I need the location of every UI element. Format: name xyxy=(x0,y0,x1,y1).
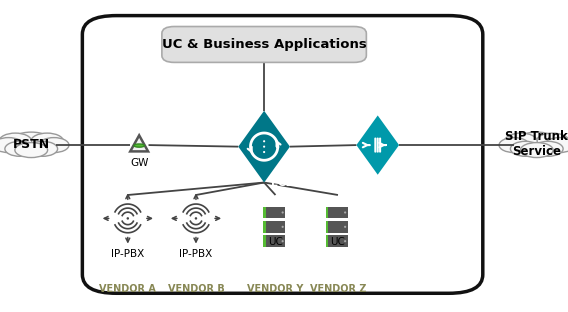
Ellipse shape xyxy=(263,146,265,148)
Text: ECB: ECB xyxy=(270,178,293,188)
FancyBboxPatch shape xyxy=(264,235,266,247)
Text: GW: GW xyxy=(130,158,148,168)
Polygon shape xyxy=(356,115,399,175)
Ellipse shape xyxy=(263,151,265,153)
Ellipse shape xyxy=(263,140,265,142)
Polygon shape xyxy=(239,111,290,183)
Text: VENDOR B: VENDOR B xyxy=(168,284,224,294)
Ellipse shape xyxy=(344,226,346,228)
FancyBboxPatch shape xyxy=(264,221,266,233)
Ellipse shape xyxy=(15,143,48,158)
Text: E-SBC: E-SBC xyxy=(382,171,414,181)
FancyBboxPatch shape xyxy=(326,235,328,247)
FancyBboxPatch shape xyxy=(328,207,348,218)
Ellipse shape xyxy=(499,138,529,153)
FancyBboxPatch shape xyxy=(82,16,483,293)
Ellipse shape xyxy=(0,133,32,149)
FancyBboxPatch shape xyxy=(377,137,379,153)
Text: SIP Trunk
Service: SIP Trunk Service xyxy=(506,130,568,158)
Ellipse shape xyxy=(344,212,346,213)
Text: UC: UC xyxy=(331,237,345,247)
Text: VENDOR Z: VENDOR Z xyxy=(310,284,366,294)
Ellipse shape xyxy=(28,141,57,156)
Ellipse shape xyxy=(504,133,537,149)
Ellipse shape xyxy=(5,141,35,156)
FancyBboxPatch shape xyxy=(328,221,348,233)
FancyBboxPatch shape xyxy=(374,137,377,153)
Text: VENDOR Y: VENDOR Y xyxy=(247,284,304,294)
FancyBboxPatch shape xyxy=(328,235,348,247)
Ellipse shape xyxy=(31,133,64,149)
Ellipse shape xyxy=(39,138,69,153)
Ellipse shape xyxy=(344,240,346,242)
Ellipse shape xyxy=(282,226,284,228)
FancyBboxPatch shape xyxy=(266,221,285,233)
Ellipse shape xyxy=(545,138,568,153)
Ellipse shape xyxy=(511,141,540,156)
Ellipse shape xyxy=(515,132,558,153)
Ellipse shape xyxy=(134,144,144,147)
Ellipse shape xyxy=(127,217,129,220)
FancyBboxPatch shape xyxy=(266,207,285,218)
Text: UC: UC xyxy=(268,237,283,247)
FancyBboxPatch shape xyxy=(162,27,366,62)
FancyBboxPatch shape xyxy=(326,207,328,218)
Ellipse shape xyxy=(282,240,284,242)
Text: VENDOR A: VENDOR A xyxy=(99,284,156,294)
Ellipse shape xyxy=(0,138,23,153)
Ellipse shape xyxy=(282,212,284,213)
Text: IP-PBX: IP-PBX xyxy=(179,249,212,259)
FancyBboxPatch shape xyxy=(266,235,285,247)
FancyBboxPatch shape xyxy=(326,221,328,233)
Text: UC & Business Applications: UC & Business Applications xyxy=(162,38,366,51)
Polygon shape xyxy=(130,135,148,151)
Ellipse shape xyxy=(536,133,568,149)
Ellipse shape xyxy=(520,143,553,158)
FancyBboxPatch shape xyxy=(264,207,266,218)
FancyBboxPatch shape xyxy=(379,137,381,153)
Ellipse shape xyxy=(10,132,53,153)
Text: PSTN: PSTN xyxy=(12,138,50,151)
Text: IP-PBX: IP-PBX xyxy=(111,249,144,259)
Ellipse shape xyxy=(533,141,563,156)
Ellipse shape xyxy=(195,217,197,220)
